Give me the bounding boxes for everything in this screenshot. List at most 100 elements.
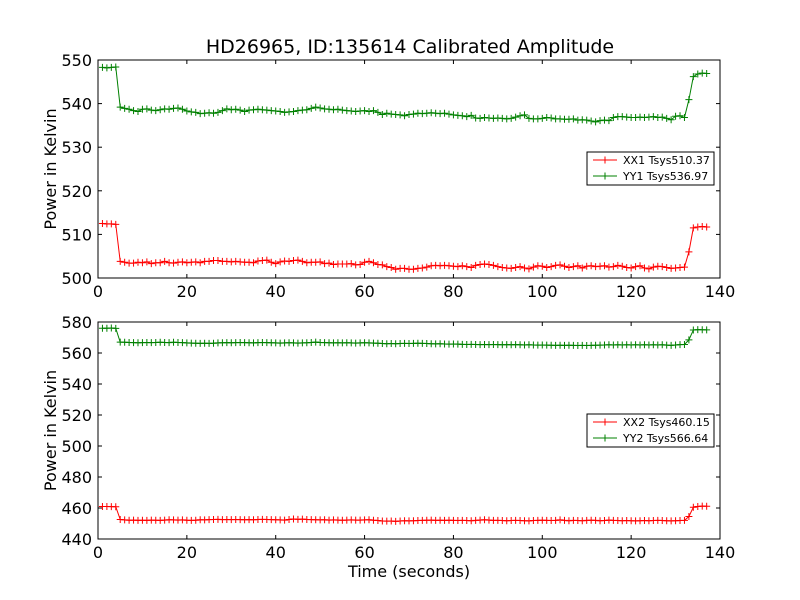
data-point	[303, 106, 311, 114]
data-point	[703, 326, 711, 334]
x-tick-label: 0	[93, 543, 103, 562]
data-point	[378, 261, 386, 269]
legend-marker	[601, 172, 609, 180]
data-point	[392, 265, 400, 273]
data-point	[130, 107, 138, 115]
data-point	[547, 114, 555, 122]
data-point	[543, 264, 551, 272]
data-point	[458, 112, 466, 120]
data-point	[178, 105, 186, 113]
data-point	[574, 262, 582, 270]
x-tick-label: 80	[443, 282, 463, 301]
data-point	[316, 258, 324, 266]
data-point	[476, 114, 484, 122]
bottom-subplot: 0 20 40 60 80 100 120 140 440 460 480 500 520 540 560 5…	[41, 313, 735, 581]
y-tick-label: 520	[61, 406, 92, 425]
series-1	[98, 220, 711, 273]
data-point	[600, 262, 608, 270]
data-point	[561, 262, 568, 270]
y-tick-label: 550	[61, 51, 92, 70]
data-point	[196, 259, 204, 267]
data-point	[592, 118, 600, 126]
legend-label: XX2 Tsys460.15	[623, 416, 710, 429]
data-point	[605, 117, 613, 125]
data-point	[281, 516, 289, 524]
data-point	[685, 248, 693, 256]
series-1	[98, 502, 711, 525]
x-axis-label: Time (seconds)	[347, 562, 470, 581]
data-point	[170, 259, 178, 267]
legend-marker	[601, 434, 609, 442]
data-point	[272, 260, 280, 268]
data-point	[374, 108, 382, 116]
legend-label: YY1 Tsys536.97	[622, 170, 708, 183]
x-tick-label: 0	[93, 282, 103, 301]
data-point	[214, 257, 222, 265]
data-point	[143, 258, 151, 266]
data-point	[512, 113, 520, 121]
data-point	[276, 107, 284, 115]
data-point	[645, 265, 653, 273]
data-point	[192, 108, 200, 116]
data-point	[130, 259, 138, 267]
data-point	[565, 264, 573, 272]
data-point	[378, 111, 386, 118]
data-point	[685, 96, 693, 104]
data-point	[614, 261, 622, 269]
data-point	[658, 263, 666, 271]
data-point	[521, 264, 529, 272]
data-point	[156, 106, 164, 114]
data-point	[161, 257, 169, 265]
data-point	[569, 115, 577, 123]
data-point	[445, 110, 453, 118]
data-point	[276, 258, 284, 266]
data-point	[609, 263, 617, 271]
data-point	[703, 70, 711, 78]
data-point	[250, 259, 257, 267]
x-tick-label: 120	[616, 282, 647, 301]
data-point	[116, 103, 124, 111]
data-point	[463, 263, 471, 271]
data-point	[458, 262, 466, 270]
x-tick-label: 40	[266, 543, 286, 562]
y-axis-label: Power in Kelvin	[41, 108, 60, 229]
data-point	[369, 259, 377, 267]
data-point	[289, 107, 297, 115]
data-point	[685, 336, 693, 344]
data-point	[147, 260, 155, 268]
data-point	[361, 258, 369, 266]
data-point	[587, 262, 595, 270]
data-point	[232, 105, 240, 113]
data-point	[632, 263, 640, 271]
y-tick-label: 500	[61, 437, 92, 456]
data-point	[463, 113, 471, 121]
data-point	[325, 259, 333, 267]
data-point	[138, 259, 146, 267]
data-point	[365, 107, 373, 115]
x-tick-label: 100	[527, 282, 558, 301]
data-point	[267, 258, 275, 266]
data-point	[356, 260, 364, 268]
data-point	[525, 265, 533, 273]
plot-frame	[97, 321, 721, 540]
x-tick-label: 80	[443, 543, 463, 562]
y-tick-label: 520	[61, 182, 92, 201]
data-point	[236, 106, 244, 114]
data-point	[409, 265, 417, 273]
data-point	[121, 258, 129, 266]
legend-box	[586, 413, 715, 448]
data-point	[587, 117, 595, 125]
data-point	[116, 257, 124, 265]
data-point	[680, 340, 688, 348]
x-tick-label: 20	[177, 282, 197, 301]
data-point	[512, 264, 520, 272]
data-point	[383, 263, 391, 271]
legend-label: XX1 Tsys510.37	[623, 154, 710, 167]
data-point	[538, 262, 546, 270]
x-tick-label: 40	[266, 282, 286, 301]
data-point	[667, 116, 675, 124]
data-point	[685, 513, 693, 521]
data-point	[703, 223, 711, 231]
data-point	[347, 260, 355, 268]
data-point	[178, 258, 186, 266]
